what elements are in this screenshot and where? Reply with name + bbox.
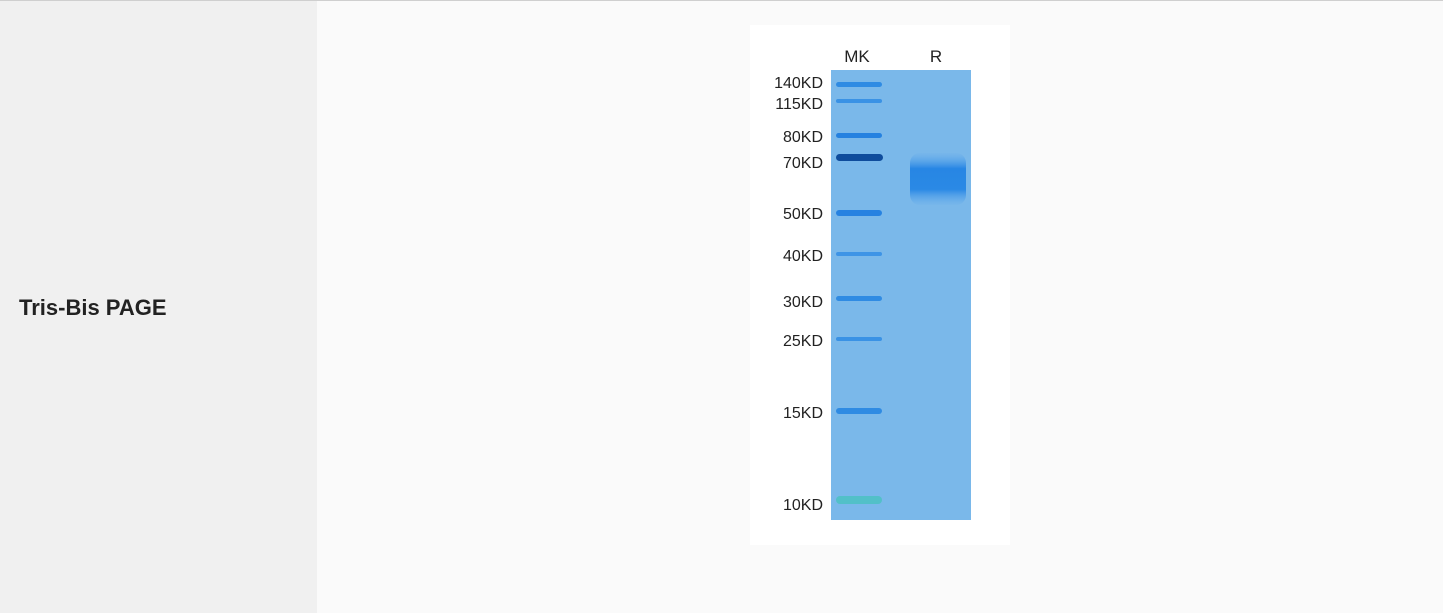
spec-label-cell: Tris-Bis PAGE: [0, 1, 317, 613]
table-top-border: [0, 0, 1443, 1]
marker-band-140kd: [836, 82, 882, 87]
marker-ladder: [836, 82, 883, 504]
lane-label-mk: MK: [844, 47, 870, 66]
marker-band-25kd: [836, 337, 882, 341]
gel-background: [831, 70, 971, 520]
marker-band-70kd: [836, 154, 883, 161]
marker-band-10kd: [836, 496, 882, 504]
sample-band-r: [910, 153, 966, 205]
gel-svg: MK R 140KD 115KD 80KD 70KD 50KD 40KD 30K…: [774, 47, 971, 520]
marker-band-50kd: [836, 210, 882, 216]
marker-band-80kd: [836, 133, 882, 138]
marker-label-25kd: 25KD: [783, 333, 823, 350]
marker-band-115kd: [836, 99, 882, 103]
marker-label-70kd: 70KD: [783, 155, 823, 172]
marker-label-115kd: 115KD: [775, 96, 823, 113]
marker-label-10kd: 10KD: [783, 497, 823, 514]
marker-label-40kd: 40KD: [783, 248, 823, 265]
marker-band-30kd: [836, 296, 882, 301]
marker-band-40kd: [836, 252, 882, 256]
marker-label-140kd: 140KD: [774, 75, 823, 92]
sds-page-gel-image: MK R 140KD 115KD 80KD 70KD 50KD 40KD 30K…: [750, 25, 1010, 545]
marker-label-15kd: 15KD: [783, 405, 823, 422]
marker-label-50kd: 50KD: [783, 206, 823, 223]
spec-label: Tris-Bis PAGE: [19, 295, 167, 320]
lane-label-r: R: [930, 47, 942, 66]
marker-label-80kd: 80KD: [783, 129, 823, 146]
marker-band-15kd: [836, 408, 882, 414]
marker-label-30kd: 30KD: [783, 294, 823, 311]
